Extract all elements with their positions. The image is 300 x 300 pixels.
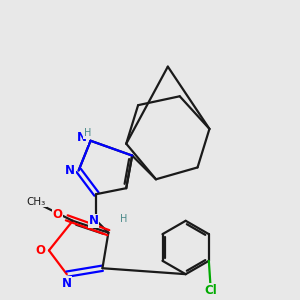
Text: N: N	[77, 131, 87, 144]
Text: H: H	[84, 128, 91, 138]
Text: H: H	[120, 214, 127, 224]
Text: O: O	[35, 244, 45, 257]
Text: N: N	[62, 277, 72, 290]
Text: O: O	[53, 208, 63, 221]
Text: Cl: Cl	[204, 284, 217, 297]
Text: N: N	[88, 214, 98, 227]
Text: N: N	[65, 164, 75, 177]
Text: CH₃: CH₃	[27, 196, 46, 206]
